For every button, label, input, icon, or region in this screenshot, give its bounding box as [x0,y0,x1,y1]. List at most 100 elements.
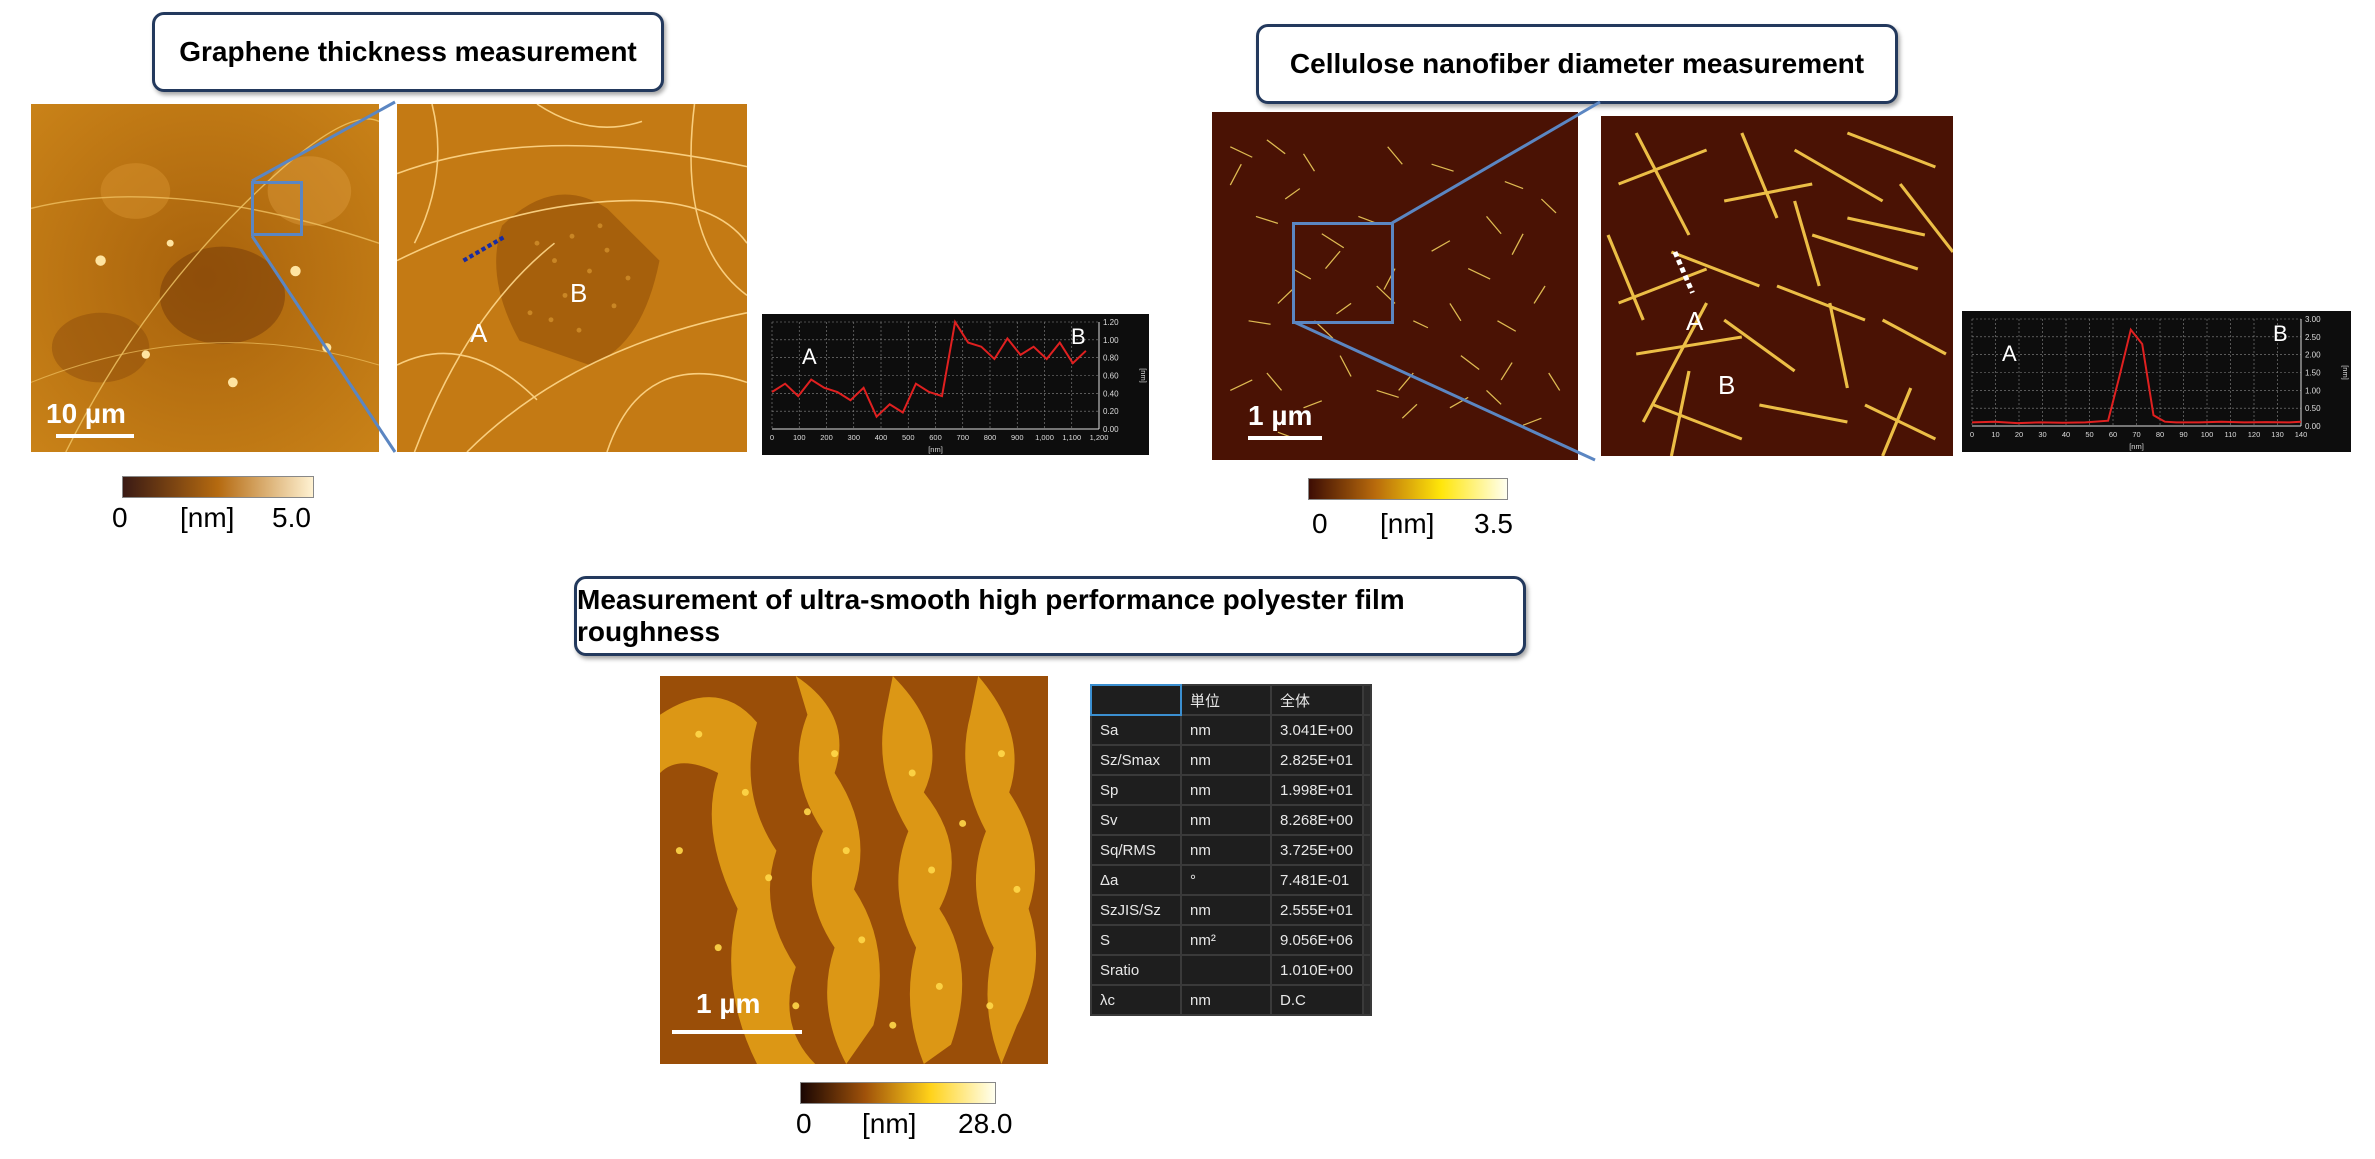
graphene-point-b: B [570,278,588,308]
table-scrollbar[interactable] [1362,864,1372,896]
profile-x-unit: [nm] [2129,442,2144,451]
graphene-scale-bar: 10 µm [46,398,146,442]
profile-y-tick: 3.00 [2305,315,2321,324]
profile-y-tick: 0.00 [2305,422,2321,431]
table-row: Sz/Smax nm 2.825E+01 [1090,744,1372,776]
table-scrollbar[interactable] [1362,984,1372,1016]
table-cell-unit: nm² [1180,924,1272,956]
profile-y-unit: [nm] [2341,365,2350,380]
polyester-scale-label: 1 µm [696,988,761,1019]
table-cell-parameter: SzJIS/Sz [1090,894,1182,926]
profile-x-tick: 130 [2271,430,2284,439]
profile-y-tick: 0.40 [1103,389,1119,398]
profile-y-tick: 2.00 [2305,351,2321,360]
profile-x-tick: 400 [875,433,888,442]
table-scrollbar[interactable] [1362,684,1372,716]
profile-y-tick: 0.80 [1103,354,1119,363]
table-row: SzJIS/Sz nm 2.555E+01 [1090,894,1372,926]
table-scrollbar[interactable] [1362,924,1372,956]
graphene-afm-image-overview [31,104,379,452]
table-scrollbar[interactable] [1362,834,1372,866]
profile-x-tick: 300 [847,433,860,442]
profile-x-tick: 70 [2132,430,2140,439]
table-cell-unit [1180,954,1272,986]
polyester-scale-bar: 1 µm [672,988,812,1034]
graphene-colorbar [122,476,314,498]
profile-series-line [1971,327,2302,425]
table-header-cell: 単位 [1180,684,1272,716]
profile-y-tick: 1.20 [1103,318,1119,327]
polyester-colorbar-max: 28.0 [958,1108,1013,1139]
graphene-title: Graphene thickness measurement [179,36,637,67]
profile-y-tick: 0.20 [1103,407,1119,416]
table-cell-unit: nm [1180,804,1272,836]
cellulose-colorbar [1308,478,1508,500]
graphene-title-box: Graphene thickness measurement [152,12,664,92]
cellulose-zoom-region-box [1292,222,1394,324]
profile-x-tick: 110 [2225,430,2237,439]
profile-y-tick: 1.50 [2305,369,2321,378]
graphene-colorbar-unit: [nm] [180,502,235,533]
table-header-cell: 全体 [1270,684,1364,716]
polyester-scale-line [672,1030,802,1034]
graphene-zoom-region-box [251,181,303,236]
graphene-height-profile: 0.00 0.20 0.40 0.60 0.80 1.00 1.20 0 100 200 300 40… [762,314,1149,455]
profile-x-tick: 1,000 [1035,433,1054,442]
table-cell-parameter: Sv [1090,804,1182,836]
table-cell-value: 3.041E+00 [1270,714,1364,746]
table-cell-parameter: Δa [1090,864,1182,896]
table-cell-value: 2.825E+01 [1270,744,1364,776]
polyester-title-box: Measurement of ultra-smooth high perform… [574,576,1526,656]
profile-x-tick: 30 [2038,430,2046,439]
table-scrollbar[interactable] [1362,894,1372,926]
profile-x-tick: 120 [2248,430,2261,439]
polyester-colorbar-unit: [nm] [862,1108,917,1139]
table-scrollbar[interactable] [1362,744,1372,776]
table-scrollbar[interactable] [1362,714,1372,746]
table-row: Sp nm 1.998E+01 [1090,774,1372,806]
table-row: Sv nm 8.268E+00 [1090,804,1372,836]
roughness-parameters-table: 単位 全体 Sa nm 3.041E+00 Sz/Smax nm 2.825E+… [1090,684,1372,1016]
profile-y-tick: 1.00 [2305,386,2321,395]
cellulose-title: Cellulose nanofiber diameter measurement [1289,48,1865,79]
profile-y-tick: 1.00 [1103,336,1119,345]
cellulose-height-profile: 0.00 0.50 1.00 1.50 2.00 2.50 3.00 0 10 20 30 40 50 6… [1962,311,2351,452]
cellulose-colorbar-unit: [nm] [1380,508,1435,539]
cellulose-afm-image-zoom [1601,116,1953,456]
profile-x-tick: 0 [1970,430,1974,439]
profile-x-tick: 50 [2085,430,2093,439]
table-cell-unit: nm [1180,984,1272,1016]
profile-x-tick: 1,200 [1090,433,1109,442]
polyester-colorbar-min: 0 [796,1108,812,1139]
profile-x-tick: 90 [2179,430,2187,439]
table-cell-parameter: λc [1090,984,1182,1016]
profile-x-unit: [nm] [928,445,943,454]
profile-x-tick: 900 [1011,433,1024,442]
profile-x-tick: 600 [929,433,942,442]
polyester-afm-image [660,676,1048,1064]
profile-x-tick: 100 [2201,430,2214,439]
table-cell-parameter: Sa [1090,714,1182,746]
table-row: Sq/RMS nm 3.725E+00 [1090,834,1372,866]
table-scrollbar[interactable] [1362,774,1372,806]
profile-x-tick: 500 [902,433,915,442]
profile-x-tick: 200 [820,433,833,442]
table-cell-parameter: Sq/RMS [1090,834,1182,866]
cellulose-point-a: A [1686,306,1704,336]
table-cell-parameter: Sratio [1090,954,1182,986]
table-header-row: 単位 全体 [1090,684,1372,716]
table-scrollbar[interactable] [1362,804,1372,836]
cellulose-title-box: Cellulose nanofiber diameter measurement [1256,24,1898,104]
profile-x-tick: 140 [2295,430,2308,439]
profile-x-tick: 700 [956,433,969,442]
table-header-cell[interactable] [1090,684,1182,716]
graphene-colorbar-max: 5.0 [272,502,311,533]
graphene-scale-line [56,434,134,438]
table-cell-value: 1.010E+00 [1270,954,1364,986]
table-cell-parameter: Sp [1090,774,1182,806]
table-cell-unit: ° [1180,864,1272,896]
profile-x-tick: 0 [770,433,774,442]
table-cell-unit: nm [1180,774,1272,806]
graphene-afm-image-zoom [397,104,747,452]
table-scrollbar[interactable] [1362,954,1372,986]
